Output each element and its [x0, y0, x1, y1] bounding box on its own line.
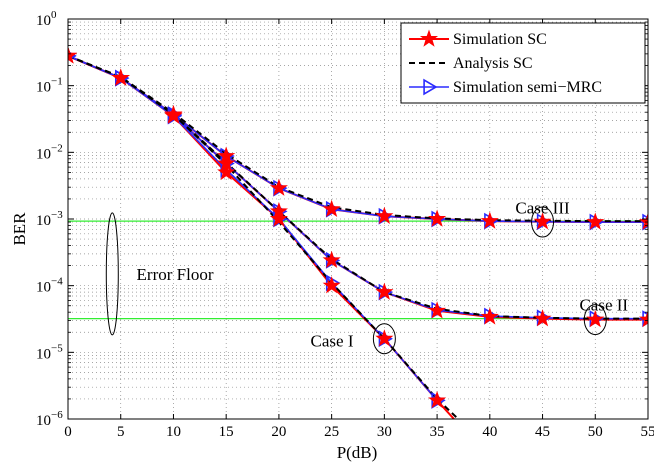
data-point-sim-sc [586, 212, 605, 230]
data-point-sim-sc [428, 209, 447, 227]
legend-label: Simulation semi−MRC [453, 79, 602, 96]
data-point-sim-sc [322, 276, 341, 294]
y-tick-label: 100 [36, 9, 57, 29]
case-ellipse [372, 323, 396, 355]
x-tick-label: 30 [377, 424, 392, 440]
x-tick-label: 35 [430, 424, 445, 440]
data-point-sim-sc [375, 206, 394, 224]
error-floor-ellipse [105, 212, 119, 336]
case-ellipse [583, 304, 607, 336]
series-line-analysis [68, 54, 648, 320]
y-tick-label: 10−4 [36, 276, 63, 296]
annotation-label: Error Floor [137, 265, 214, 284]
data-point-sim-sc [269, 178, 288, 196]
case-ellipses [105, 206, 607, 355]
x-tick-label: 20 [271, 424, 286, 440]
data-point-sim-sc [217, 162, 236, 181]
data-point-sim-sc [533, 212, 552, 230]
series-line-analysis [68, 54, 459, 419]
x-tick-label: 15 [219, 424, 234, 440]
series-line-semi_mrc [68, 55, 438, 401]
legend-label: Simulation SC [453, 31, 547, 48]
annotations: Case III Case II Case I Error Floor [137, 198, 629, 350]
data-point-sim-sc [164, 104, 183, 123]
y-tick-label: 10−2 [36, 142, 63, 162]
data-point-sim-sc [217, 146, 236, 164]
annotation-label: Case I [311, 332, 354, 351]
data-point-sim-sc [68, 46, 78, 64]
data-point-sim-sc [586, 310, 605, 328]
data-point-sim-sc [269, 201, 288, 220]
x-tick-label: 45 [535, 424, 550, 440]
data-point-sim-sc [638, 212, 648, 230]
legend-label: Analysis SC [453, 55, 533, 72]
x-tick-label: 10 [166, 424, 181, 440]
data-point-sim-sc [428, 390, 447, 409]
x-tick-label: 0 [64, 424, 72, 440]
x-tick-label: 50 [588, 424, 603, 440]
series-line-sim_sc [68, 54, 455, 419]
y-tick-label: 10−1 [36, 76, 63, 96]
annotation-label: Case II [579, 296, 628, 315]
data-point-sim-sc [322, 250, 341, 269]
x-tick-label: 55 [641, 424, 654, 440]
data-point-sim-sc [480, 307, 499, 325]
y-tick-label: 10−5 [36, 342, 63, 362]
x-axis-label: P(dB) [337, 443, 378, 462]
data-point-sim-sc [638, 310, 648, 328]
legend-marker-semi-mrc [423, 78, 438, 96]
annotation-label: Case III [515, 198, 570, 217]
case-ellipse [531, 206, 555, 238]
y-axis-label: BER [10, 212, 29, 246]
data-point-sim-sc [269, 209, 288, 227]
data-point-sim-sc [322, 199, 341, 217]
data-point-sim-sc [480, 211, 499, 229]
legend-marker-sim-sc [419, 29, 439, 47]
data-point-sim-sc [217, 153, 236, 172]
data-point-sim-sc [375, 282, 394, 300]
y-tick-label: 10−3 [36, 209, 63, 229]
x-tick-label: 40 [482, 424, 497, 440]
data-point-sim-sc [375, 329, 394, 347]
x-tick-label: 5 [117, 424, 125, 440]
x-tick-label: 25 [324, 424, 339, 440]
series-line-analysis [68, 54, 648, 223]
grid [67, 19, 649, 420]
legend: Simulation SC Analysis SC Simulation semi−… [400, 22, 646, 104]
y-tick-label: 10−6 [36, 409, 63, 429]
data-point-sim-sc [111, 68, 130, 86]
data-point-sim-sc [533, 309, 552, 327]
series-group [68, 46, 648, 419]
data-point-sim-sc [428, 301, 447, 319]
